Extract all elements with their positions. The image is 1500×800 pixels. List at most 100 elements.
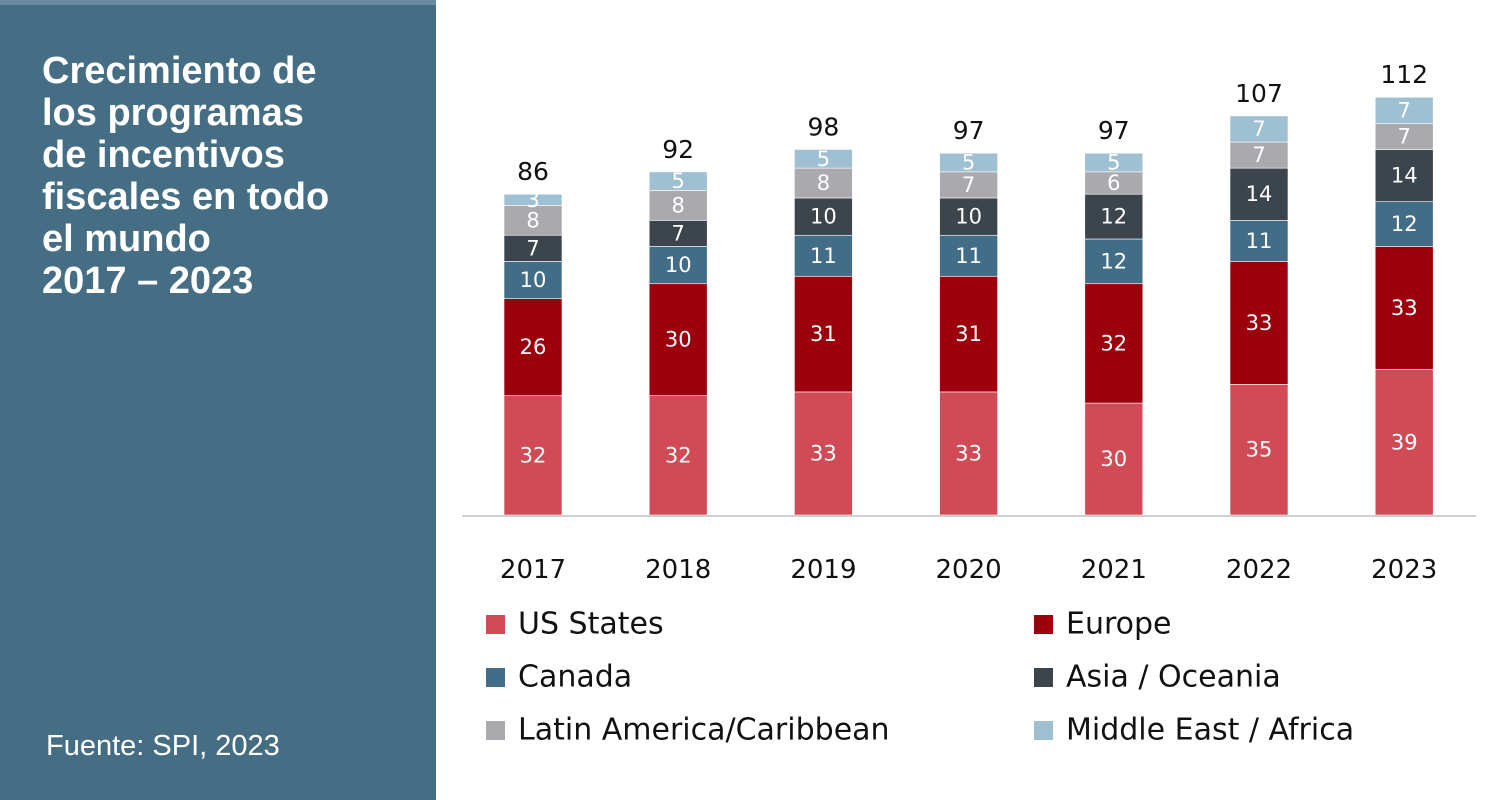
data-label-latin-america-caribbean-2020: 7 <box>962 173 975 197</box>
legend-label-europe: Europe <box>1066 607 1172 642</box>
data-label-asia-oceania-2019: 10 <box>810 205 837 229</box>
data-label-latin-america-caribbean-2018: 8 <box>672 193 685 217</box>
data-label-asia-oceania-2020: 10 <box>955 205 982 229</box>
legend-label-latin-america-caribbean: Latin America/Caribbean <box>518 713 890 748</box>
legend-item-us-states: US States <box>486 607 664 642</box>
bar-asia-oceania-2022 <box>1229 167 1289 221</box>
bar-middle-east-africa-2023 <box>1374 96 1434 124</box>
data-label-asia-oceania-2017: 7 <box>526 236 539 260</box>
data-label-us-states-2017: 32 <box>520 443 547 467</box>
x-tick-2017: 2017 <box>500 555 566 585</box>
bar-us-states-2018 <box>648 395 708 516</box>
bar-canada-2020 <box>939 234 998 277</box>
data-label-europe-2021: 32 <box>1100 331 1127 355</box>
bar-middle-east-africa-2018 <box>648 171 708 191</box>
bar-us-states-2017 <box>503 395 563 516</box>
bar-canada-2022 <box>1229 220 1289 262</box>
total-label-2023: 112 <box>1380 60 1428 89</box>
data-label-canada-2022: 11 <box>1246 229 1273 253</box>
bar-latin-america-caribbean-2020 <box>939 171 998 199</box>
data-label-europe-2023: 33 <box>1391 296 1418 320</box>
data-label-middle-east-africa-2018: 5 <box>672 169 685 193</box>
data-label-canada-2017: 10 <box>520 268 547 292</box>
data-label-latin-america-caribbean-2023: 7 <box>1398 124 1411 148</box>
data-label-middle-east-africa-2017: 3 <box>526 188 539 212</box>
legend-label-middle-east-africa: Middle East / Africa <box>1066 713 1354 748</box>
data-label-us-states-2021: 30 <box>1100 447 1127 471</box>
legend-swatch-europe <box>1034 615 1053 634</box>
data-label-latin-america-caribbean-2021: 6 <box>1107 171 1120 195</box>
bar-middle-east-africa-2020 <box>939 152 998 173</box>
bar-us-states-2023 <box>1374 369 1434 516</box>
bar-us-states-2021 <box>1084 402 1144 516</box>
total-label-2022: 107 <box>1235 79 1283 108</box>
legend-item-canada: Canada <box>486 660 632 695</box>
total-label-2020: 97 <box>953 116 985 145</box>
legend-item-europe: Europe <box>1034 607 1172 642</box>
bar-asia-oceania-2023 <box>1374 149 1434 202</box>
legend-label-us-states: US States <box>518 607 664 642</box>
bar-stack-2019: 33 31 11 10 85 98 <box>794 112 853 516</box>
stacked-bar-chart: 3226107838632301078592333111108598333111… <box>462 60 1476 748</box>
data-label-europe-2017: 26 <box>520 335 547 359</box>
total-label-2021: 97 <box>1098 116 1130 145</box>
legend-item-middle-east-africa: Middle East / Africa <box>1034 713 1354 748</box>
data-label-middle-east-africa-2020: 5 <box>962 151 975 175</box>
data-label-canada-2020: 11 <box>955 244 982 268</box>
bar-us-states-2022 <box>1229 384 1289 516</box>
bar-stack-2022: 35 33 11 14 77 107 <box>1229 79 1289 516</box>
data-label-us-states-2023: 39 <box>1391 430 1418 454</box>
data-label-canada-2018: 10 <box>665 253 692 277</box>
data-label-us-states-2019: 33 <box>810 441 837 465</box>
legend-item-asia-oceania: Asia / Oceania <box>1034 660 1281 695</box>
total-label-2017: 86 <box>517 157 549 186</box>
bar-canada-2023 <box>1374 201 1434 247</box>
source-note: Fuente: SPI, 2023 <box>46 730 280 762</box>
legend-label-canada: Canada <box>518 660 632 695</box>
x-tick-2019: 2019 <box>790 555 856 585</box>
total-label-2018: 92 <box>662 135 694 164</box>
bar-europe-2022 <box>1229 261 1289 385</box>
data-label-latin-america-caribbean-2019: 8 <box>817 171 830 195</box>
data-label-middle-east-africa-2023: 7 <box>1398 98 1411 122</box>
data-label-asia-oceania-2023: 14 <box>1391 164 1418 188</box>
legend-swatch-asia-oceania <box>1034 668 1053 687</box>
data-label-europe-2020: 31 <box>955 322 982 346</box>
data-label-europe-2022: 33 <box>1246 311 1273 335</box>
bar-latin-america-caribbean-2018 <box>648 190 708 221</box>
bar-middle-east-africa-2019 <box>794 149 853 169</box>
bar-canada-2019 <box>794 234 853 277</box>
total-label-2019: 98 <box>807 112 839 141</box>
data-label-asia-oceania-2021: 12 <box>1100 205 1127 229</box>
legend-item-latin-america-caribbean: Latin America/Caribbean <box>486 713 890 748</box>
bar-stack-2018: 32 30 10 7 85 92 <box>648 135 708 516</box>
bar-europe-2017 <box>503 298 563 396</box>
bar-europe-2020 <box>939 275 998 393</box>
bar-europe-2018 <box>648 283 708 396</box>
bar-europe-2023 <box>1374 246 1434 370</box>
bar-asia-oceania-2019 <box>794 197 853 236</box>
title-panel: Crecimiento de los programas de incentiv… <box>0 0 436 800</box>
data-label-middle-east-africa-2019: 5 <box>817 147 830 171</box>
data-label-latin-america-caribbean-2022: 7 <box>1252 143 1265 167</box>
panel-top-strip <box>0 0 436 5</box>
bar-latin-america-caribbean-2017 <box>503 205 563 236</box>
x-tick-2022: 2022 <box>1226 555 1292 585</box>
legend-swatch-canada <box>486 668 505 687</box>
data-label-asia-oceania-2022: 14 <box>1246 182 1273 206</box>
data-label-middle-east-africa-2021: 5 <box>1107 151 1120 175</box>
data-label-us-states-2018: 32 <box>665 443 692 467</box>
bar-stack-2021: 30 32 12 12 65 97 <box>1084 116 1144 516</box>
chart-title: Crecimiento de los programas de incentiv… <box>42 50 330 302</box>
bar-latin-america-caribbean-2023 <box>1374 123 1434 150</box>
bar-asia-oceania-2021 <box>1084 193 1144 240</box>
bar-canada-2021 <box>1084 238 1144 285</box>
legend-swatch-us-states <box>486 615 505 634</box>
bar-middle-east-africa-2021 <box>1084 152 1144 173</box>
bar-us-states-2020 <box>939 391 998 516</box>
data-label-asia-oceania-2018: 7 <box>672 221 685 245</box>
data-label-canada-2021: 12 <box>1100 249 1127 273</box>
bar-asia-oceania-2018 <box>648 220 708 247</box>
x-tick-2020: 2020 <box>936 555 1002 585</box>
